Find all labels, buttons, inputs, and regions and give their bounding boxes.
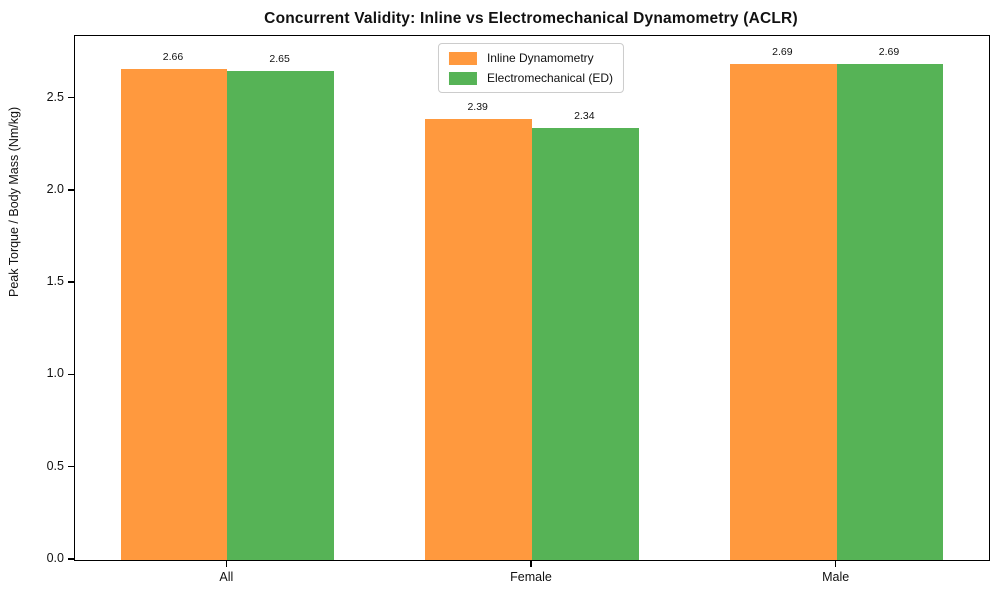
plot-area <box>74 35 990 561</box>
y-tick-label: 0.0 <box>46 551 64 565</box>
bar-inline-dynamometry-male <box>730 63 837 560</box>
y-tick-mark <box>68 96 74 99</box>
y-axis-label: Peak Torque / Body Mass (Nm/kg) <box>7 106 21 297</box>
bar-electromechanical-ed-male <box>836 63 944 560</box>
bar-value-label: 2.66 <box>162 51 184 64</box>
x-tick-label: Female <box>510 570 552 584</box>
x-tick-mark <box>530 560 532 567</box>
chart-title: Concurrent Validity: Inline vs Electrome… <box>264 10 798 27</box>
bar-value-label: 2.39 <box>467 101 488 114</box>
bar-inline-dynamometry-all <box>120 69 228 560</box>
y-tick-label: 0.5 <box>46 458 64 473</box>
bar-value-label: 2.34 <box>574 110 595 123</box>
x-tick-label: All <box>219 570 234 584</box>
y-tick-mark <box>68 189 74 191</box>
bar-electromechanical-ed-female <box>532 128 639 560</box>
y-tick-label: 2.5 <box>46 89 64 104</box>
legend-label: Inline Dynamometry <box>486 51 594 65</box>
bar-value-label: 2.65 <box>269 53 290 66</box>
x-tick-mark <box>834 560 837 567</box>
y-tick-label: 1.0 <box>46 366 64 381</box>
y-tick-mark <box>68 281 74 283</box>
legend-item: Electromechanical (ED) <box>448 71 614 85</box>
y-tick-label: 2.0 <box>46 181 64 196</box>
y-tick-mark <box>68 558 74 560</box>
y-tick-label: 1.5 <box>46 274 64 289</box>
bar-value-label: 2.69 <box>772 45 793 58</box>
legend-label: Electromechanical (ED) <box>486 71 614 85</box>
legend-item: Inline Dynamometry <box>448 51 613 65</box>
legend-swatch-icon <box>448 71 477 85</box>
legend-swatch-icon <box>448 51 477 65</box>
bar-inline-dynamometry-female <box>425 119 532 560</box>
bar-electromechanical-ed-all <box>227 71 334 560</box>
y-tick-mark <box>68 465 74 468</box>
bar-value-label: 2.69 <box>878 45 900 58</box>
legend: Inline Dynamometry Electromechanical (ED) <box>437 43 625 93</box>
y-tick-mark <box>68 373 74 376</box>
x-tick-label: Male <box>822 570 850 584</box>
x-tick-mark <box>225 560 228 567</box>
